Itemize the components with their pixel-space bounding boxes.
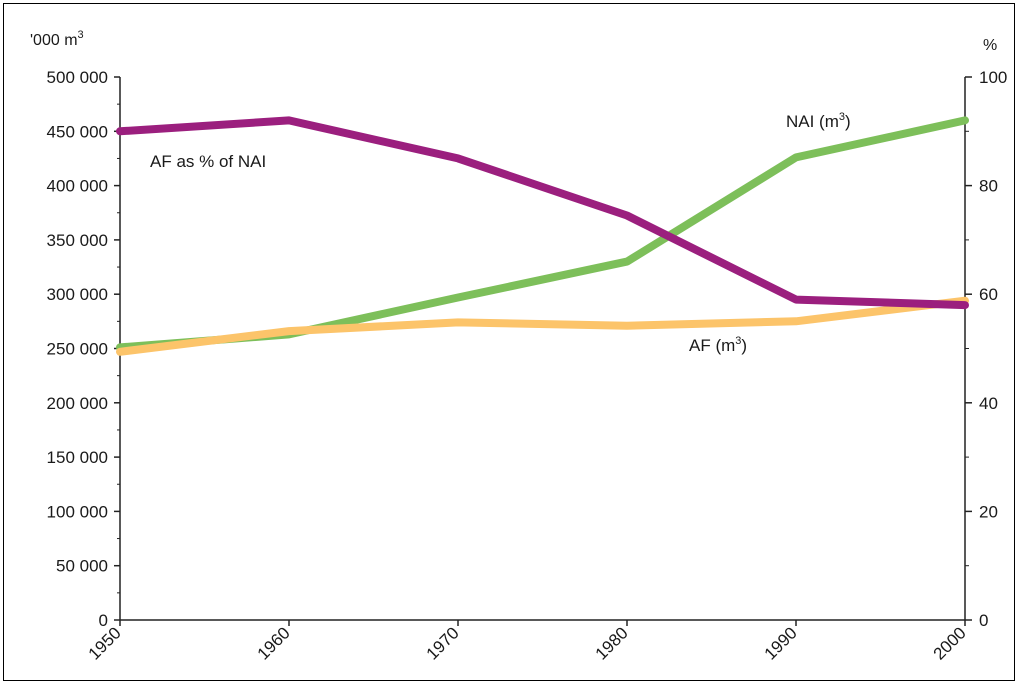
left-axis-unit-sup: 3 — [78, 29, 84, 41]
left-tick-label: 400 000 — [47, 177, 108, 196]
series-label-af-pct: AF as % of NAI — [150, 152, 266, 171]
left-tick-label: 500 000 — [47, 68, 108, 87]
left-tick-label: 100 000 — [47, 502, 108, 521]
x-tick-label: 1950 — [85, 623, 125, 663]
right-axis-unit: % — [983, 37, 997, 54]
series-label-af: AF (m3) — [689, 335, 747, 355]
left-tick-label: 350 000 — [47, 231, 108, 250]
right-tick-label: 60 — [979, 285, 998, 304]
right-tick-label: 20 — [979, 502, 998, 521]
x-tick-label: 1990 — [761, 623, 801, 663]
x-axis-ticks: 1950 1960 1970 1980 1990 2000 — [85, 620, 970, 664]
left-tick-label: 250 000 — [47, 340, 108, 359]
right-tick-label: 100 — [979, 68, 1007, 87]
right-axis-ticks: 0 20 40 60 80 100 — [965, 68, 1007, 630]
x-tick-label: 1980 — [592, 623, 632, 663]
left-tick-label: 450 000 — [47, 122, 108, 141]
left-tick-label: 200 000 — [47, 394, 108, 413]
x-tick-label: 1970 — [423, 623, 463, 663]
right-tick-label: 80 — [979, 177, 998, 196]
series-label-nai: NAI (m3) — [786, 111, 851, 131]
left-tick-label: 50 000 — [56, 557, 108, 576]
left-axis-ticks: 0 50 000 100 000 150 000 200 000 250 000 300 0… — [47, 68, 120, 630]
series-line-af — [116, 296, 969, 356]
series-line-af-pct — [116, 116, 969, 310]
left-tick-label: 150 000 — [47, 448, 108, 467]
right-tick-label: 0 — [979, 611, 988, 630]
x-tick-label: 1960 — [254, 623, 294, 663]
right-tick-label: 40 — [979, 394, 998, 413]
left-axis-unit: '000 m3 — [30, 29, 84, 49]
left-tick-label: 0 — [99, 611, 108, 630]
x-tick-label: 2000 — [930, 623, 970, 663]
left-tick-label: 300 000 — [47, 285, 108, 304]
series-lines — [116, 116, 969, 356]
